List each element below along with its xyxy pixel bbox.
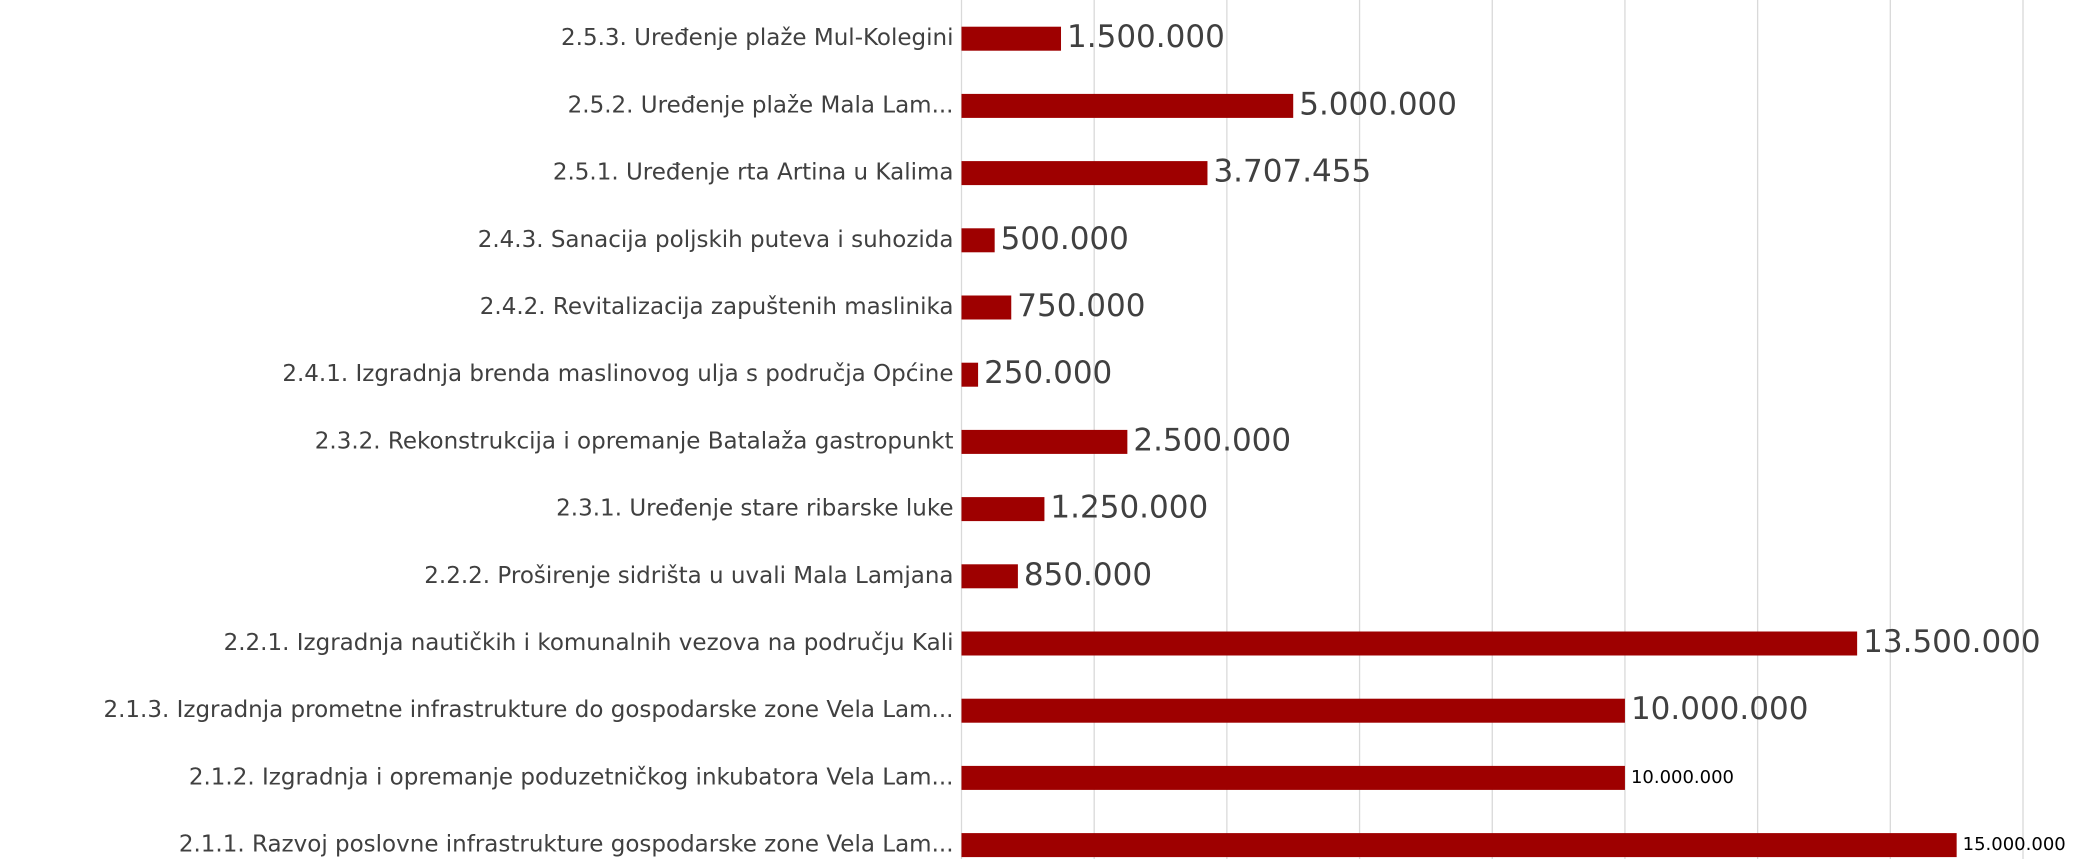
category-label: 2.5.3. Uređenje plaže Mul-Kolegini	[561, 25, 954, 51]
category-label: 2.1.1. Razvoj poslovne infrastrukture go…	[179, 832, 954, 858]
category-label: 2.2.1. Izgradnja nautičkih i komunalnih …	[224, 630, 954, 656]
category-label: 2.2.2. Proširenje sidrišta u uvali Mala …	[424, 563, 953, 589]
bar	[961, 631, 1858, 656]
category-label: 2.5.2. Uređenje plaže Mala Lam...	[568, 92, 954, 118]
data-label: 3.707.455	[1213, 154, 1371, 190]
data-label: 2.500.000	[1133, 422, 1291, 458]
bar	[961, 26, 1062, 51]
data-label: 250.000	[984, 355, 1112, 391]
category-label: 2.4.2. Revitalizacija zapuštenih maslini…	[480, 294, 954, 320]
bar	[961, 429, 1128, 454]
bar	[961, 497, 1045, 522]
data-label: 1.500.000	[1067, 19, 1225, 55]
bar	[961, 765, 1625, 790]
data-label: 850.000	[1024, 557, 1152, 593]
category-label: 2.3.2. Rekonstrukcija i opremanje Batala…	[315, 428, 954, 454]
data-label: 750.000	[1017, 288, 1145, 324]
category-label: 2.3.1. Uređenje stare ribarske luke	[556, 496, 953, 522]
bar	[961, 93, 1294, 118]
data-label: 13.500.000	[1863, 624, 2041, 660]
category-label: 2.1.3. Izgradnja prometne infrastrukture…	[103, 697, 953, 723]
bar	[961, 698, 1625, 723]
data-label: 1.250.000	[1050, 490, 1208, 526]
category-label: 2.4.1. Izgradnja brenda maslinovog ulja …	[282, 361, 953, 387]
category-label: 2.5.1. Uređenje rta Artina u Kalima	[553, 160, 954, 186]
data-label: 5.000.000	[1299, 86, 1457, 122]
bar	[961, 362, 979, 387]
bar	[961, 228, 995, 253]
category-label: 2.1.2. Izgradnja i opremanje poduzetničk…	[189, 764, 954, 790]
data-label: 10.000.000	[1631, 767, 1734, 788]
bar	[961, 833, 1957, 858]
data-label: 500.000	[1001, 221, 1129, 257]
bar	[961, 564, 1018, 589]
bar	[961, 295, 1012, 320]
bar	[961, 161, 1208, 186]
data-label: 10.000.000	[1631, 691, 1809, 727]
data-label: 15.000.000	[1963, 834, 2066, 855]
category-label: 2.4.3. Sanacija poljskih puteva i suhozi…	[478, 227, 954, 253]
